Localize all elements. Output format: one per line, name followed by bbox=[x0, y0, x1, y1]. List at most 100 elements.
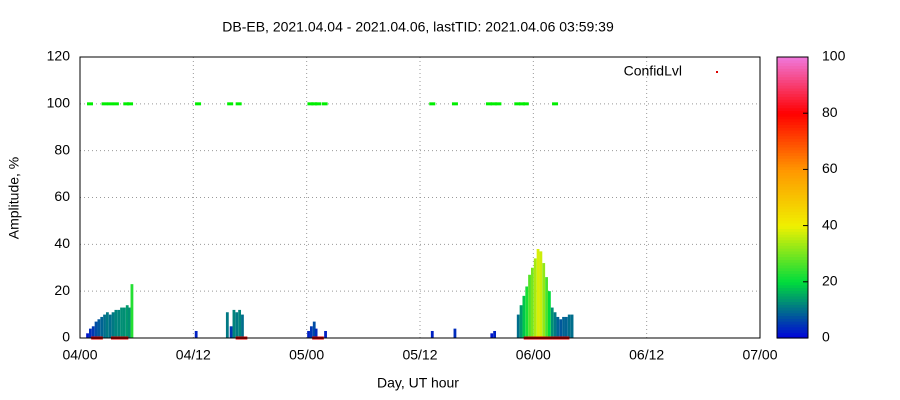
bar bbox=[235, 312, 239, 338]
point bbox=[490, 102, 497, 106]
colorbar-cell bbox=[777, 208, 808, 213]
colorbar-cell bbox=[777, 281, 808, 286]
colorbar-cell bbox=[777, 231, 808, 235]
chart-title: DB-EB, 2021.04.04 - 2021.04.06, lastTID:… bbox=[222, 19, 614, 35]
bar bbox=[314, 328, 318, 338]
colorbar-cell bbox=[777, 293, 808, 297]
colorbar-cell bbox=[777, 127, 808, 131]
colorbar-cell bbox=[777, 312, 808, 317]
colorbar-cell bbox=[777, 270, 808, 274]
colorbar-tick-label: 80 bbox=[822, 104, 838, 120]
colorbar-cell bbox=[777, 189, 808, 193]
bar bbox=[130, 284, 134, 338]
colorbar-cell bbox=[777, 68, 808, 72]
colorbar-cell bbox=[777, 180, 808, 185]
colorbar-cell bbox=[777, 169, 808, 173]
colorbar-cell bbox=[777, 194, 808, 199]
x-tick-label: 04/00 bbox=[62, 347, 97, 363]
colorbar-cell bbox=[777, 197, 808, 201]
colorbar-cell bbox=[777, 298, 808, 303]
colorbar-cell bbox=[777, 177, 808, 182]
colorbar-cell bbox=[777, 121, 808, 126]
colorbar-cell bbox=[777, 152, 808, 156]
x-tick-label: 06/12 bbox=[629, 347, 664, 363]
point bbox=[195, 102, 202, 106]
colorbar-cell bbox=[777, 250, 808, 255]
bar bbox=[120, 307, 123, 338]
colorbar-cell bbox=[777, 172, 808, 176]
x-tick-label: 07/00 bbox=[742, 347, 777, 363]
colorbar-cell bbox=[777, 323, 808, 328]
colorbar-cell bbox=[777, 65, 808, 69]
point bbox=[485, 102, 492, 106]
colorbar-cell bbox=[777, 62, 808, 67]
colorbar-cell bbox=[777, 73, 808, 78]
y-tick-label: 0 bbox=[62, 329, 70, 345]
colorbar-cell bbox=[777, 76, 808, 81]
colorbar-cell bbox=[777, 149, 808, 154]
colorbar-cell bbox=[777, 248, 808, 252]
bar bbox=[550, 307, 554, 338]
colorbar-cell bbox=[777, 124, 808, 128]
legend-label: ConfidLvl bbox=[624, 63, 682, 79]
colorbar-cell bbox=[777, 93, 808, 97]
colorbar-cell bbox=[777, 219, 808, 224]
y-tick-label: 40 bbox=[54, 235, 70, 251]
point bbox=[227, 102, 234, 106]
y-tick-label: 60 bbox=[54, 188, 70, 204]
colorbar-cell bbox=[777, 295, 808, 300]
colorbar-cell bbox=[777, 79, 808, 83]
bar bbox=[97, 319, 101, 338]
colorbar-cell bbox=[777, 90, 808, 95]
bar bbox=[229, 326, 233, 338]
point bbox=[514, 102, 521, 106]
colorbar-tick-label: 0 bbox=[822, 329, 830, 345]
colorbar-tick-label: 20 bbox=[822, 273, 838, 289]
colorbar-cell bbox=[777, 85, 808, 89]
colorbar-cell bbox=[777, 160, 808, 165]
point bbox=[235, 102, 242, 106]
colorbar-cell bbox=[777, 191, 808, 196]
colorbar-cell bbox=[777, 228, 808, 232]
bar bbox=[312, 321, 316, 338]
colorbar-cell bbox=[777, 59, 808, 64]
colorbar-cell bbox=[777, 146, 808, 151]
point bbox=[107, 102, 114, 106]
point bbox=[321, 102, 328, 106]
point bbox=[429, 102, 436, 106]
x-tick-label: 06/00 bbox=[516, 347, 551, 363]
colorbar-cell bbox=[777, 57, 808, 61]
colorbar-cell bbox=[777, 71, 808, 75]
x-axis-label: Day, UT hour bbox=[377, 375, 459, 391]
colorbar-cell bbox=[777, 264, 808, 269]
point bbox=[315, 102, 321, 106]
colorbar-cell bbox=[777, 267, 808, 272]
bar bbox=[122, 307, 126, 338]
bar bbox=[94, 321, 98, 338]
colorbar-cell bbox=[777, 239, 808, 244]
bar bbox=[117, 309, 121, 338]
colorbar-cell bbox=[777, 135, 808, 140]
colorbar-cell bbox=[777, 290, 808, 294]
x-tick-label: 05/12 bbox=[402, 347, 437, 363]
point bbox=[127, 102, 134, 106]
y-axis-label: Amplitude, % bbox=[6, 157, 22, 239]
bar bbox=[100, 316, 104, 338]
colorbar-cell bbox=[777, 326, 808, 331]
bar bbox=[525, 286, 529, 338]
legend-marker bbox=[716, 71, 718, 73]
bar bbox=[108, 314, 112, 338]
point bbox=[552, 102, 559, 106]
bar bbox=[114, 309, 118, 338]
bar bbox=[556, 316, 560, 338]
colorbar-cell bbox=[777, 256, 808, 260]
colorbar-cell bbox=[777, 203, 808, 207]
bar bbox=[547, 291, 551, 338]
colorbar-cell bbox=[777, 186, 808, 190]
colorbar-cell bbox=[777, 222, 808, 227]
bar bbox=[533, 258, 537, 338]
bar bbox=[542, 263, 546, 338]
colorbar-cell bbox=[777, 214, 808, 218]
bar bbox=[519, 305, 523, 338]
colorbar-cell bbox=[777, 287, 808, 291]
